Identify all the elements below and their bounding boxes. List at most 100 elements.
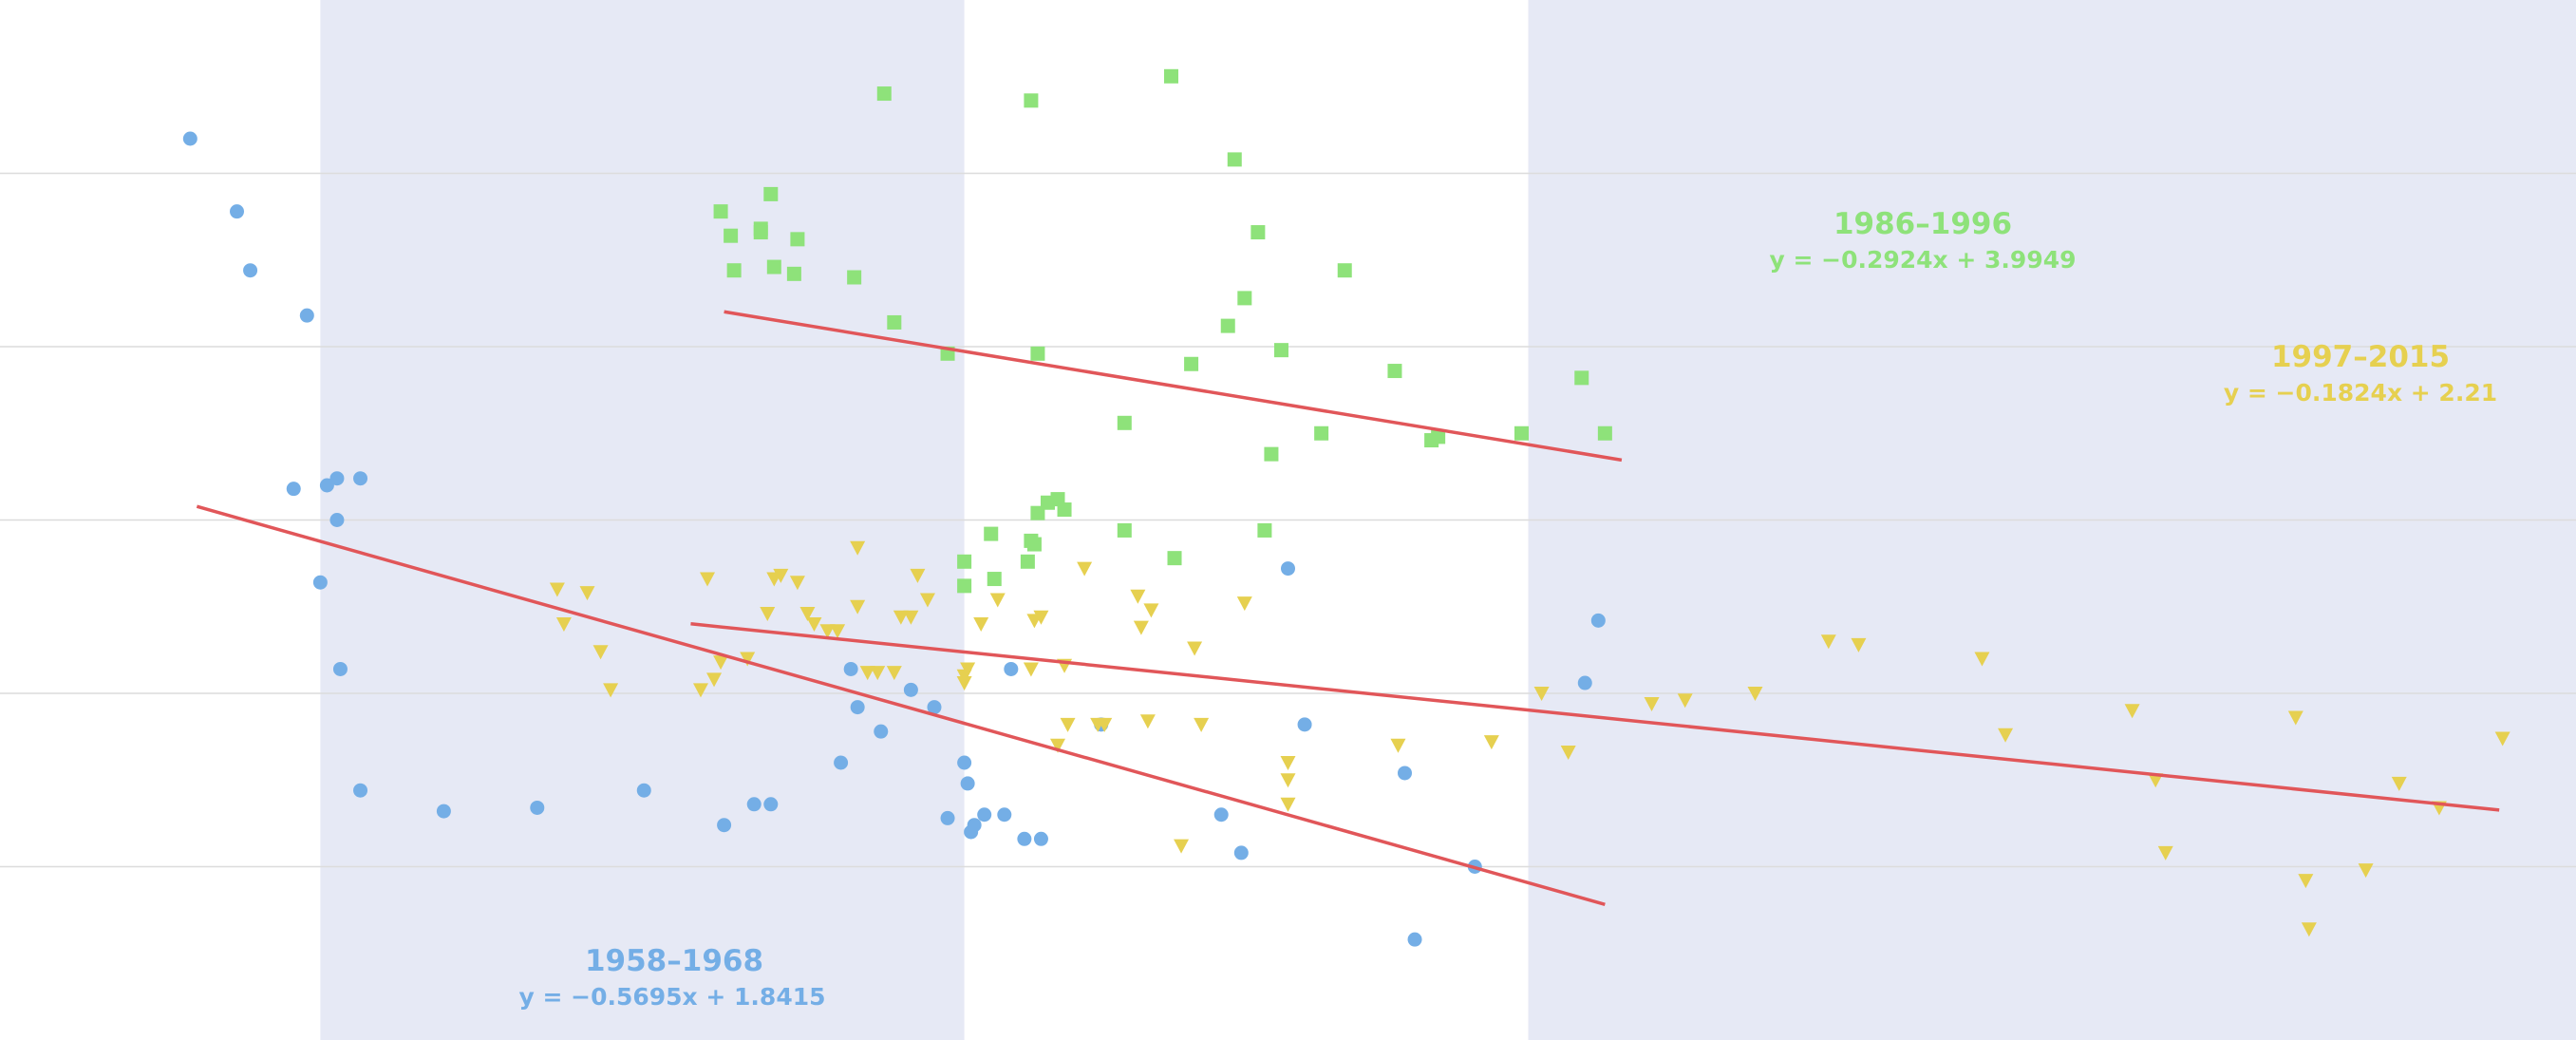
data-point [786,266,801,281]
annotation-title: 1997–2015 [2271,340,2450,374]
data-point [1314,425,1329,441]
data-point [740,652,756,667]
data-point [2298,874,2314,889]
data-point [2301,922,2317,937]
data-point [329,513,345,527]
data-point [987,572,1002,587]
data-point [724,228,739,243]
data-point [790,232,805,247]
data-point [977,807,992,823]
data-point [967,818,982,833]
data-point [887,314,902,330]
data-point [763,797,779,812]
trendlines [196,310,2500,906]
data-point [1213,807,1229,823]
data-point [989,593,1006,608]
data-point [1597,425,1612,441]
data-point [1280,773,1296,788]
data-point [286,482,301,497]
data-point [2157,845,2173,860]
annotation-title: 1958–1968 [585,944,763,978]
data-point [2391,776,2407,791]
annotation-1997-2015: 1997–2015 y = −0.1824x + 2.21 [2224,340,2497,407]
data-point [870,666,886,681]
data-point [910,568,926,583]
data-point [957,554,972,569]
annotation-1958-1968: 1958–1968 y = −0.5695x + 1.8415 [518,944,825,1011]
data-point [850,599,866,615]
data-point [1233,845,1249,860]
data-point [2287,710,2303,726]
data-point [850,700,865,715]
data-point [819,624,836,639]
data-point [746,797,762,812]
data-point [1194,717,1210,732]
data-point [1397,766,1412,781]
data-point [893,610,909,625]
data-point [927,700,942,715]
data-point [1030,346,1045,361]
data-point [1574,370,1589,386]
data-point [230,204,245,219]
data-point [579,586,595,601]
data-point [312,575,328,590]
data-point [1187,641,1203,656]
data-point [717,818,732,833]
data-point [1097,717,1113,732]
data-point [843,661,858,676]
data-point [1577,675,1592,690]
data-point [1390,738,1406,753]
data-point [859,666,875,681]
data-point [1431,429,1446,444]
data-point [847,270,862,285]
data-point [329,471,345,486]
data-point [1677,693,1693,709]
data-point [436,804,451,819]
data-point [834,755,849,770]
data-point [1026,537,1042,552]
data-point [182,131,197,146]
data-point [1236,596,1252,612]
data-point [1143,603,1159,618]
data-point [1167,551,1182,566]
data-point [530,800,545,815]
data-point [1050,738,1066,753]
data-point [549,582,565,597]
data-point [876,86,892,102]
data-point [886,666,902,681]
data-point [1998,728,2014,743]
data-point [1033,831,1048,846]
data-point [1280,797,1296,812]
data-point [1264,446,1279,462]
data-point [903,682,918,697]
data-point [766,259,781,274]
data-point [763,186,779,201]
data-point [753,225,768,240]
trendline [724,310,1623,463]
data-point [1483,735,1499,750]
data-point [903,610,919,625]
data-point [1590,613,1606,628]
data-point [1407,932,1422,947]
data-point [1974,652,1990,667]
data-point [957,755,972,770]
data-point [1130,589,1146,604]
data-point [1024,93,1039,108]
data-point [874,724,889,739]
data-point [960,662,976,677]
data-point [957,578,972,594]
data-point [1117,522,1132,538]
annotation-equation: y = −0.5695x + 1.8415 [518,983,825,1011]
data-point [2124,704,2140,719]
data-point [603,683,619,698]
data-point [773,568,789,583]
data-point [1514,425,1529,441]
data-point [1273,343,1288,358]
data-point [1017,831,1032,846]
data-point [789,576,805,591]
data-point [706,672,723,688]
data-point [997,807,1012,823]
trendline [196,504,1606,906]
data-point [956,676,972,691]
